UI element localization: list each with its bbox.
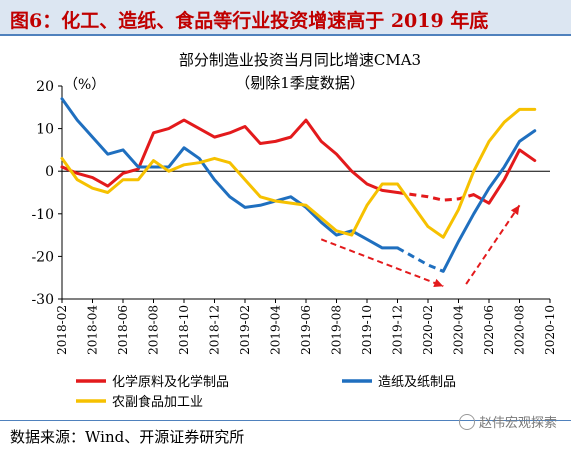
legend-label: 化学原料及化学制品 — [112, 374, 229, 390]
chart-title: 部分制造业投资当月同比增速CMA3 — [179, 51, 421, 69]
x-tick-label: 2020-02 — [421, 305, 435, 355]
trend-arrow-line — [465, 204, 521, 285]
chart-subtitle: （剔除1季度数据） — [235, 74, 365, 92]
y-tick-label: 0 — [45, 164, 54, 180]
figure-title: 图6：化工、造纸、食品等行业投资增速高于 2019 年底 — [10, 10, 489, 32]
header-rule — [0, 34, 571, 36]
wechat-icon — [458, 414, 475, 430]
x-tick-label: 2019-06 — [299, 305, 313, 355]
annotation-layer — [320, 204, 521, 288]
x-tick-label: 2019-10 — [360, 305, 374, 355]
x-tick-label: 2020-04 — [452, 305, 466, 355]
series-1-line — [472, 148, 537, 205]
x-tick-label: 2018-12 — [208, 305, 222, 355]
footer-rule — [0, 420, 571, 421]
line-chart: 部分制造业投资当月同比增速CMA3 （剔除1季度数据） （%） 20 10 0 -10… — [31, 51, 557, 410]
trend-arrow-head — [433, 278, 444, 288]
x-tick-label: 2018-10 — [177, 305, 191, 355]
trend-arrow-line — [320, 238, 444, 288]
source-note: 数据来源：Wind、开源证券研究所 — [10, 428, 245, 446]
series-2-line-dashed — [396, 246, 444, 273]
x-tick-label: 2018-02 — [55, 305, 69, 355]
x-tick-label: 2020-08 — [513, 305, 527, 355]
series-3-line — [60, 107, 537, 239]
y-tick-label: 10 — [36, 122, 54, 138]
x-tick-label: 2020-10 — [543, 305, 557, 355]
header-bar: 图6：化工、造纸、食品等行业投资增速高于 2019 年底 — [0, 0, 571, 34]
watermark-text: 赵伟宏观探索 — [478, 416, 557, 431]
series-1-line-dashed — [397, 191, 475, 202]
y-tick-label: -10 — [31, 207, 54, 223]
legend-label: 农副食品加工业 — [112, 394, 203, 410]
series-layer — [60, 97, 537, 273]
series-2-line — [441, 129, 537, 273]
x-tick-label: 2018-06 — [116, 305, 130, 355]
y-tick-label: 20 — [36, 79, 54, 95]
x-tick-label: 2019-08 — [330, 305, 344, 355]
x-tick-label: 2019-02 — [238, 305, 252, 355]
watermark: 赵伟宏观探索 — [458, 412, 557, 431]
x-tick-label: 2019-04 — [269, 305, 283, 355]
x-tick-label: 2019-12 — [391, 305, 405, 355]
y-tick-label: -30 — [31, 292, 54, 308]
x-tick-label: 2018-04 — [86, 305, 100, 355]
series-1-line — [60, 118, 399, 194]
trend-arrow-head — [510, 205, 520, 216]
x-tick-label: 2020-06 — [482, 305, 496, 355]
y-axis-unit: （%） — [64, 77, 105, 93]
x-tick-label: 2018-08 — [147, 305, 161, 355]
legend-label: 造纸及纸制品 — [378, 375, 456, 390]
y-tick-label: -20 — [31, 249, 54, 265]
series-2-line — [60, 97, 399, 250]
